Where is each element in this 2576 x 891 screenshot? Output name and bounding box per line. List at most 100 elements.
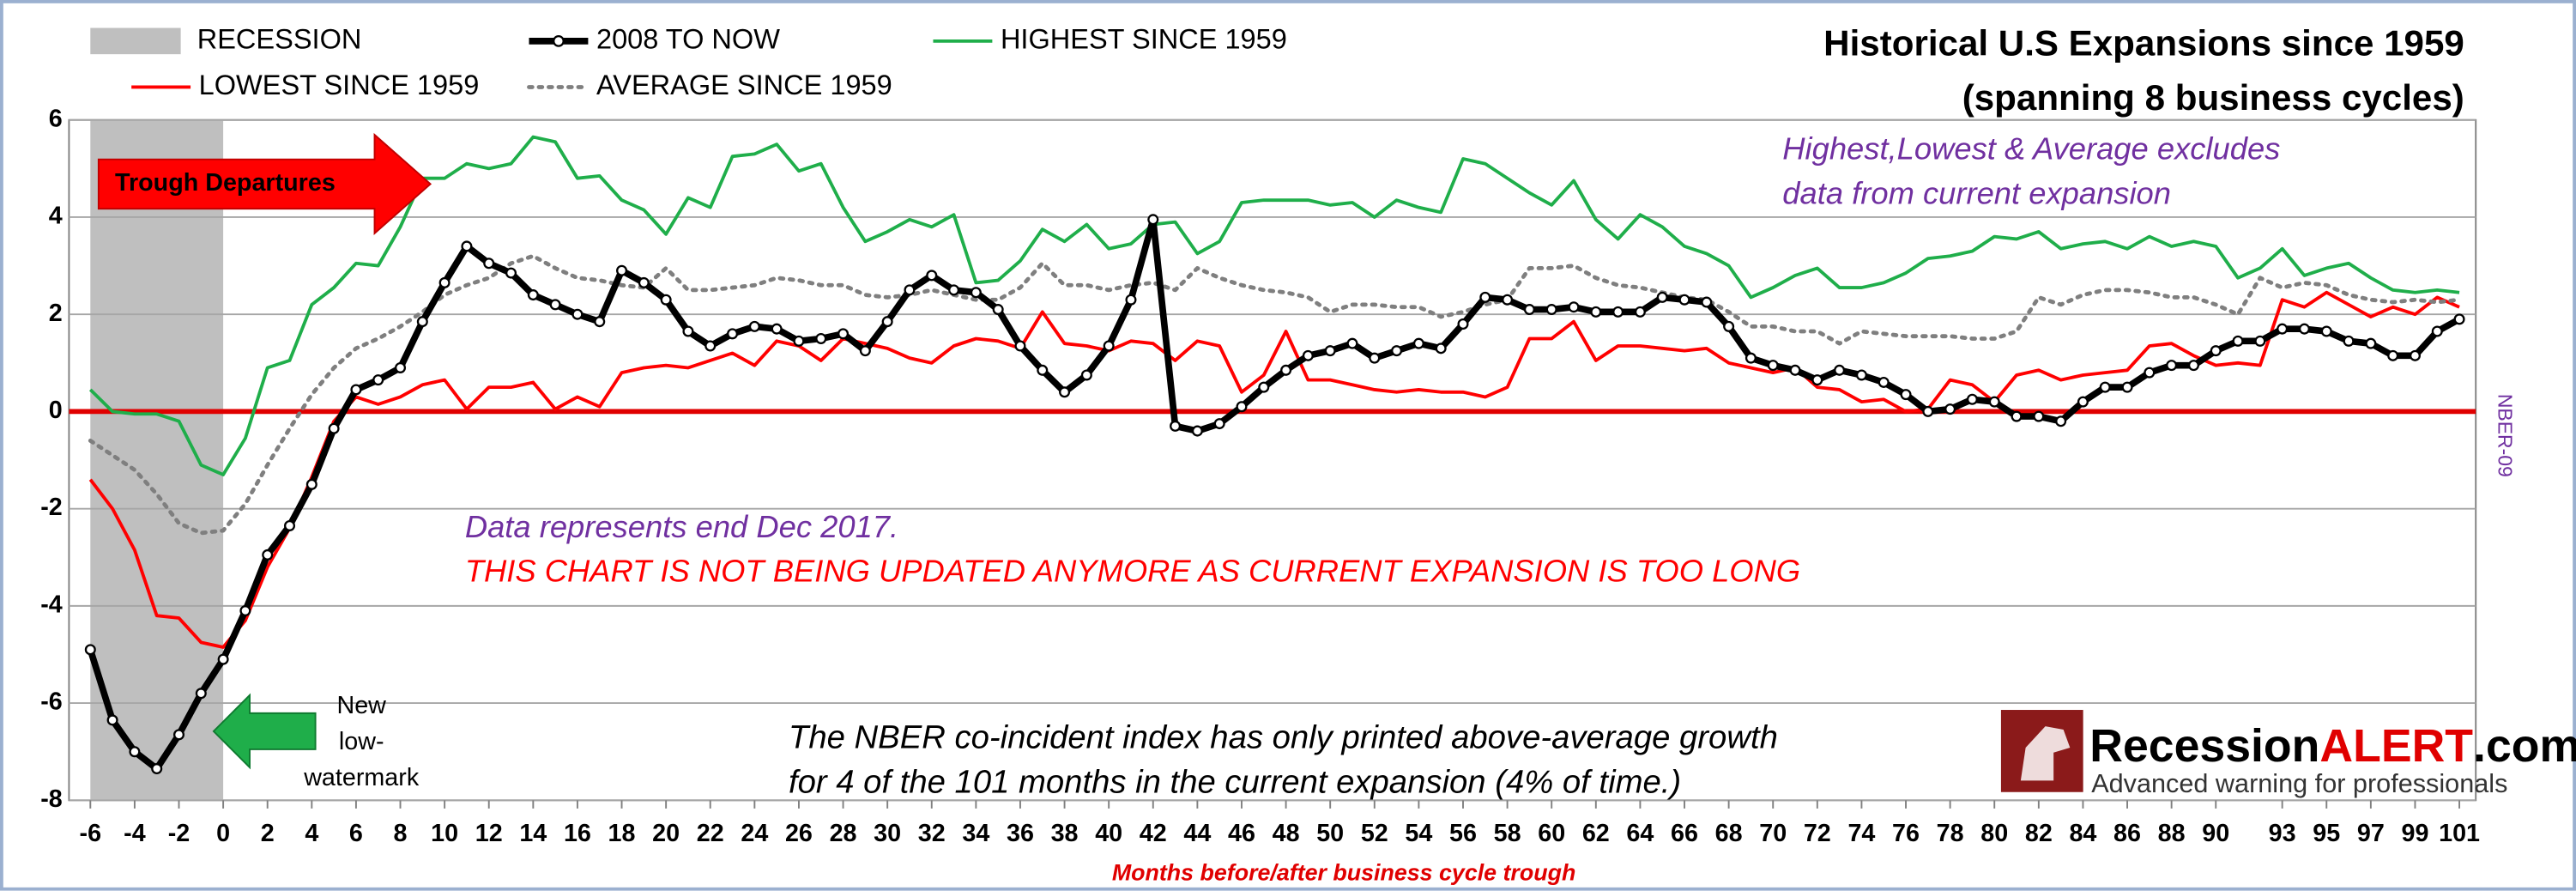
series-marker: [2453, 313, 2465, 325]
series-marker: [2320, 325, 2332, 337]
series-marker: [1191, 425, 1203, 437]
series-marker: [1103, 340, 1115, 352]
update-note: THIS CHART IS NOT BEING UPDATED ANYMORE …: [465, 554, 1800, 589]
series-marker: [1590, 306, 1602, 318]
x-tick-label: 86: [2113, 820, 2141, 847]
x-tick-label: 90: [2202, 820, 2229, 847]
series-marker: [217, 653, 229, 665]
series-marker: [438, 276, 450, 288]
series-line: [88, 253, 2462, 536]
series-marker: [1811, 374, 1823, 386]
x-tick-label: 30: [874, 820, 901, 847]
y2-axis-label: NBER-09: [2494, 394, 2517, 477]
x-tick-label: 93: [2269, 820, 2296, 847]
series-marker: [2166, 360, 2178, 372]
series-marker: [1944, 403, 1956, 415]
logo-text: RecessionALERT.com: [2089, 720, 2576, 772]
x-tick-label: 82: [2025, 820, 2053, 847]
series-marker: [2033, 410, 2045, 422]
series-marker: [1855, 369, 1867, 381]
legend-label: AVERAGE SINCE 1959: [596, 70, 892, 100]
nber-note: for 4 of the 101 months in the current e…: [789, 763, 1681, 800]
series-marker: [1745, 352, 1757, 364]
series-marker: [151, 763, 163, 775]
x-tick-label: 24: [741, 820, 768, 847]
y-tick-label: -4: [40, 591, 63, 618]
series-marker: [129, 746, 141, 758]
x-tick-label: 8: [394, 820, 408, 847]
series-marker: [1125, 294, 1137, 306]
x-tick-label: 54: [1405, 820, 1432, 847]
series-marker: [748, 320, 760, 332]
series-marker: [594, 316, 606, 328]
series-marker: [505, 267, 517, 279]
y-tick-label: 6: [49, 105, 63, 132]
series-marker: [2011, 410, 2023, 422]
series-marker: [416, 316, 428, 328]
legend-marker: [553, 34, 565, 47]
series-marker: [948, 284, 960, 296]
series-marker: [638, 276, 650, 288]
series-marker: [1302, 349, 1314, 361]
series-marker: [1834, 364, 1846, 376]
series-marker: [1170, 420, 1182, 432]
series-marker: [904, 284, 916, 296]
x-tick-label: 62: [1582, 820, 1610, 847]
y-tick-label: -6: [40, 688, 63, 716]
excludes-note: data from current expansion: [1782, 175, 2171, 210]
series-marker: [2387, 349, 2399, 361]
x-tick-label: 50: [1316, 820, 1344, 847]
x-tick-label: -2: [168, 820, 190, 847]
series-marker: [2121, 381, 2133, 393]
series-marker: [372, 374, 384, 386]
nber-note: The NBER co-incident index has only prin…: [789, 719, 1778, 756]
trough-label: Trough Departures: [115, 169, 336, 197]
x-tick-label: 26: [785, 820, 813, 847]
series-marker: [1966, 393, 1978, 405]
series-marker: [1435, 342, 1447, 355]
series-marker: [2232, 335, 2244, 347]
series-marker: [1922, 405, 1934, 417]
x-tick-label: 88: [2158, 820, 2186, 847]
series-marker: [1479, 291, 1491, 303]
series-marker: [660, 294, 672, 306]
series-marker: [2365, 337, 2377, 349]
series-marker: [970, 287, 982, 299]
x-tick-label: 74: [1847, 820, 1875, 847]
series-marker: [682, 325, 694, 337]
low-watermark-label: New: [336, 692, 386, 719]
legend-swatch: [90, 27, 181, 55]
series-marker: [1701, 296, 1713, 308]
series-marker: [2077, 396, 2089, 408]
series-marker: [1878, 376, 1890, 388]
y-tick-label: 4: [49, 203, 63, 230]
x-tick-label: 52: [1361, 820, 1388, 847]
x-tick-label: 101: [2439, 820, 2480, 847]
series-marker: [1502, 294, 1514, 306]
x-tick-label: 66: [1671, 820, 1698, 847]
series-marker: [1280, 364, 1292, 376]
series-marker: [262, 549, 274, 561]
series-marker: [1346, 337, 1358, 349]
x-tick-label: 76: [1892, 820, 1920, 847]
series-marker: [727, 328, 739, 340]
series-marker: [1037, 364, 1049, 376]
y-tick-label: -8: [40, 785, 63, 813]
legend-label: 2008 TO NOW: [596, 23, 780, 54]
x-tick-label: 22: [697, 820, 724, 847]
series-marker: [815, 332, 827, 345]
series-marker: [1767, 360, 1779, 372]
series-marker: [1412, 337, 1424, 349]
series-marker: [704, 340, 717, 352]
low-watermark-label: watermark: [303, 764, 420, 791]
x-tick-label: 4: [305, 820, 318, 847]
legend-label: RECESSION: [197, 23, 362, 54]
y-tick-label: 2: [49, 300, 63, 327]
series-marker: [859, 345, 871, 357]
series-marker: [284, 519, 296, 531]
series-marker: [84, 644, 96, 656]
series-marker: [461, 240, 473, 252]
chart-title: Historical U.S Expansions since 1959: [1823, 23, 2464, 64]
